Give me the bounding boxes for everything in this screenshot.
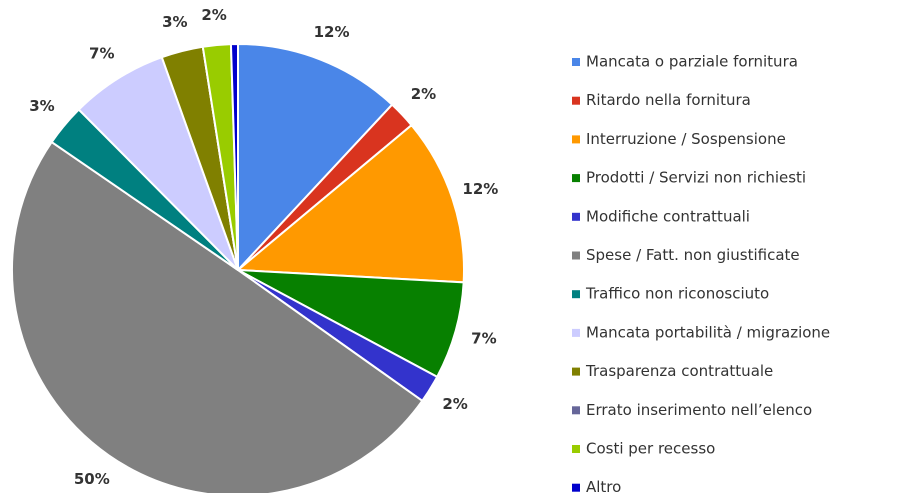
- data-label: 3%: [162, 13, 187, 31]
- data-label: 12%: [462, 180, 498, 198]
- legend-swatch: [572, 251, 580, 260]
- legend-swatch: [572, 290, 580, 299]
- legend-swatch: [572, 174, 580, 183]
- legend-label: Mancata o parziale fornitura: [586, 53, 798, 71]
- legend-swatch: [572, 58, 580, 66]
- data-label: 50%: [74, 470, 110, 488]
- legend-swatch: [572, 135, 580, 144]
- legend-label: Traffico non riconosciuto: [585, 285, 769, 303]
- pie-slice: [235, 123, 465, 284]
- legend-label: Ritardo nella fornitura: [586, 91, 751, 109]
- legend-label: Altro: [586, 478, 621, 493]
- legend-label: Trasparenza contrattuale: [585, 362, 773, 380]
- data-label: 7%: [89, 44, 114, 62]
- pie-slice: [229, 42, 239, 271]
- legend-swatch: [572, 367, 580, 376]
- legend-swatch: [572, 445, 580, 453]
- legend-label: Errato inserimento nell’elenco: [586, 401, 812, 419]
- legend-swatch: [572, 212, 580, 221]
- legend-label: Costi per recesso: [586, 440, 715, 458]
- legend-swatch: [572, 483, 580, 492]
- legend-swatch: [572, 328, 580, 337]
- data-label: 2%: [411, 85, 436, 103]
- legend-label: Interruzione / Sospensione: [586, 130, 786, 148]
- legend-label: Modifiche contrattuali: [586, 207, 750, 225]
- legend-swatch: [572, 96, 580, 105]
- pie-slice: [11, 140, 424, 493]
- legend-label: Prodotti / Servizi non richiesti: [586, 169, 806, 187]
- legend-swatch: [572, 406, 580, 415]
- data-label: 3%: [29, 97, 54, 115]
- data-label: 7%: [471, 329, 496, 347]
- data-label: 2%: [442, 395, 467, 413]
- legend-label: Spese / Fatt. non giustificate: [586, 246, 800, 264]
- data-label: 12%: [314, 23, 350, 41]
- pie-slice: [237, 42, 394, 273]
- data-label: 2%: [201, 6, 226, 24]
- legend-label: Mancata portabilità / migrazione: [586, 323, 830, 341]
